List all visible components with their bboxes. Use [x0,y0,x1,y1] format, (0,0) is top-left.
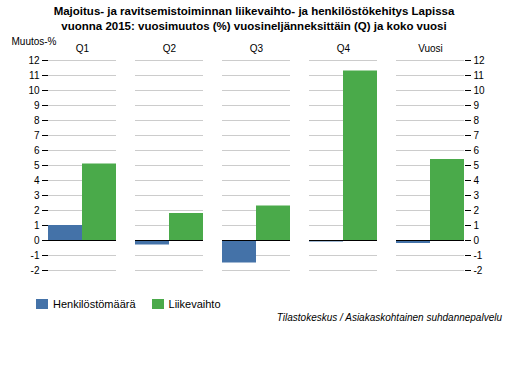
svg-text:8: 8 [34,115,40,126]
svg-text:4: 4 [34,175,40,186]
svg-text:2: 2 [474,205,480,216]
svg-text:-2: -2 [31,265,40,276]
svg-text:3: 3 [34,190,40,201]
svg-text:-1: -1 [474,250,483,261]
html-text:Majoitus- ja ravitsemistoiminn: Majoitus- ja ravitsemistoiminnan liikeva… [53,5,455,17]
svg-text:9: 9 [34,100,40,111]
svg-text:0: 0 [474,235,480,246]
svg-text:Q3: Q3 [250,42,264,53]
svg-text:11: 11 [29,70,40,81]
svg-text:5: 5 [34,160,40,171]
svg-text:Vuosi: Vuosi [418,42,443,53]
svg-text:5: 5 [474,160,480,171]
svg-text:12: 12 [474,55,486,66]
svg-text:6: 6 [474,145,480,156]
svg-text:Q2: Q2 [163,42,177,53]
svg-text:10: 10 [474,85,486,96]
html-text:Liikevaihto: Liikevaihto [168,297,221,310]
svg-text:0: 0 [34,235,40,246]
svg-text:7: 7 [34,130,40,141]
svg-text:4: 4 [474,175,480,186]
svg-text:Muutos-%: Muutos-% [12,35,57,46]
svg-text:-2: -2 [474,265,483,276]
svg-text:-1: -1 [31,250,40,261]
svg-text:1: 1 [34,220,40,231]
svg-text:3: 3 [474,190,480,201]
html-text:Henkilöstömäärä: Henkilöstömäärä [53,297,136,310]
svg-text:Q1: Q1 [76,42,90,53]
svg-text:2: 2 [34,205,40,216]
html-text:vuonna 2015: vuosimuutos (%) v: vuonna 2015: vuosimuutos (%) vuosineljän… [61,19,447,32]
svg-text:10: 10 [28,85,40,96]
svg-text:12: 12 [28,55,40,66]
svg-text:11: 11 [474,70,485,81]
svg-text:Q4: Q4 [337,42,351,53]
html-text:Tilastokeskus / Asiakaskohtain: Tilastokeskus / Asiakaskohtainen suhdann… [276,311,502,323]
svg-text:6: 6 [34,145,40,156]
svg-text:9: 9 [474,100,480,111]
svg-text:7: 7 [474,130,480,141]
svg-text:1: 1 [474,220,480,231]
svg-text:8: 8 [474,115,480,126]
